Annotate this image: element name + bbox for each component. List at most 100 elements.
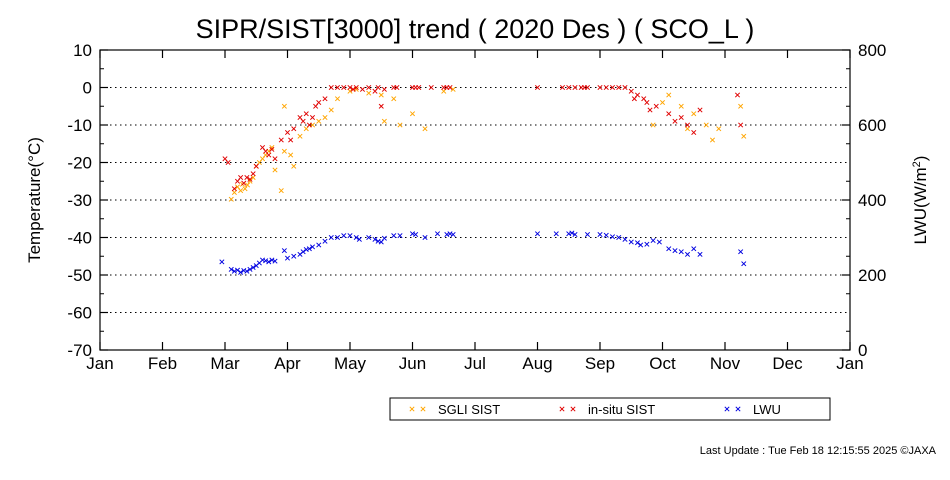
lwu-point xyxy=(422,234,428,241)
legend-marker xyxy=(570,406,576,412)
sgli-sist-point xyxy=(450,86,456,92)
x-tick-label: Dec xyxy=(772,354,803,373)
legend-label: SGLI SIST xyxy=(438,402,500,417)
y-tick-label: -60 xyxy=(67,304,92,323)
lwu-point xyxy=(634,240,641,246)
lwu-point xyxy=(322,238,328,244)
in-situ-sist-point xyxy=(300,118,306,124)
lwu-point xyxy=(247,266,253,272)
legend-label: in-situ SIST xyxy=(588,402,655,417)
legend-marker xyxy=(420,406,426,412)
sgli-sist-point xyxy=(231,189,237,196)
y2-tick-label: 800 xyxy=(858,41,886,60)
x-tick-label: May xyxy=(334,354,367,373)
in-situ-sist-point xyxy=(416,84,422,91)
sgli-sist-point xyxy=(328,107,334,113)
sgli-sist-point xyxy=(391,96,397,102)
sgli-sist-point xyxy=(666,92,672,98)
lwu-point xyxy=(328,234,334,241)
in-situ-sist-point xyxy=(378,103,384,109)
y2-axis-label-main: LWU(W/m xyxy=(911,167,930,244)
x-axis: Jan Feb Mar Apr May Jun Jul Aug Sep Oct Nov Dec Jan xyxy=(86,50,864,373)
in-situ-sist-point xyxy=(375,84,381,91)
y-axis-label: Temperature(°C) xyxy=(25,137,44,263)
lwu-point xyxy=(238,269,244,275)
sgli-sist-point xyxy=(281,148,287,154)
in-situ-sist-point xyxy=(628,88,634,94)
sgli-sist-point xyxy=(650,122,656,128)
x-tick-label: Aug xyxy=(522,354,552,373)
in-situ-sist-point xyxy=(341,84,347,91)
x-tick-label: Nov xyxy=(710,354,741,373)
in-situ-sist-point xyxy=(284,129,291,136)
in-situ-sist-point xyxy=(244,174,250,181)
lwu-point xyxy=(219,259,225,265)
lwu-point xyxy=(628,239,634,245)
lwu-point xyxy=(356,236,362,242)
in-situ-sist-point xyxy=(603,84,609,91)
in-situ-sist-point xyxy=(288,137,294,143)
in-situ-sist-point xyxy=(734,92,741,98)
y2-axis-label-end: ) xyxy=(911,156,930,162)
x-tick-label: Feb xyxy=(148,354,177,373)
chart-title: SIPR/SIST[3000] trend ( 2020 Des ) ( SCO… xyxy=(196,14,755,44)
in-situ-sist-point xyxy=(678,114,684,121)
sgli-sist-point xyxy=(684,126,691,132)
in-situ-sist-point xyxy=(597,84,603,91)
sgli-sist-point xyxy=(716,126,722,132)
lwu-point xyxy=(638,242,644,248)
last-update-footer: Last Update : Tue Feb 18 12:15:55 2025 ©… xyxy=(699,445,936,457)
sgli-sist-point xyxy=(397,122,403,128)
in-situ-sist-point xyxy=(291,126,297,132)
lwu-point xyxy=(334,234,341,241)
in-situ-sist-point xyxy=(684,122,691,128)
y2-axis-label: LWU(W/m2) xyxy=(911,156,930,245)
in-situ-sist-point xyxy=(322,96,328,102)
legend-marker xyxy=(409,406,415,412)
sgli-sist-point xyxy=(378,92,384,98)
in-situ-sist-point xyxy=(269,146,275,152)
in-situ-sist-point xyxy=(272,156,278,162)
in-situ-sist-point xyxy=(328,84,334,91)
sgli-sist-point xyxy=(422,126,428,132)
y-tick-label: -70 xyxy=(67,341,92,360)
sgli-sist-point xyxy=(238,188,244,194)
in-situ-sist-point xyxy=(381,86,387,92)
lwu-point xyxy=(397,233,403,239)
sgli-sist-point xyxy=(278,188,284,194)
lwu-point xyxy=(250,264,256,271)
sgli-sist-point xyxy=(250,174,256,181)
sgli-sist-point xyxy=(366,90,372,96)
in-situ-sist-point xyxy=(394,84,400,91)
lwu-point xyxy=(316,242,322,248)
in-situ-sist-point xyxy=(225,159,231,166)
in-situ-sist-point xyxy=(303,111,309,117)
sgli-sist-point xyxy=(297,133,303,139)
sgli-sist-point xyxy=(269,144,275,151)
lwu-point xyxy=(450,231,456,238)
in-situ-sist-point xyxy=(672,118,678,124)
lwu-point xyxy=(234,267,241,273)
sgli-sist-point xyxy=(291,163,297,169)
lwu-point xyxy=(281,248,287,254)
lwu-point xyxy=(272,258,278,264)
x-tick-label: Oct xyxy=(649,354,676,373)
in-situ-sist-point xyxy=(428,84,434,91)
in-situ-sist-point xyxy=(309,114,316,121)
y-tick-label: -20 xyxy=(67,154,92,173)
sgli-sist-point xyxy=(409,111,416,117)
x-tick-label: Jan xyxy=(86,354,113,373)
lwu-point xyxy=(609,234,616,240)
lwu-point xyxy=(231,268,237,274)
in-situ-sist-point xyxy=(334,84,341,91)
sgli-sist-point xyxy=(741,133,747,139)
lwu-point xyxy=(391,233,397,239)
lwu-point xyxy=(266,259,272,265)
lwu-point xyxy=(741,261,747,267)
lwu-point xyxy=(672,248,678,254)
lwu-point xyxy=(697,251,703,257)
lwu-point xyxy=(584,231,591,238)
lwu-point xyxy=(347,233,353,239)
lwu-point xyxy=(353,234,359,241)
sgli-sist-point xyxy=(678,103,684,109)
